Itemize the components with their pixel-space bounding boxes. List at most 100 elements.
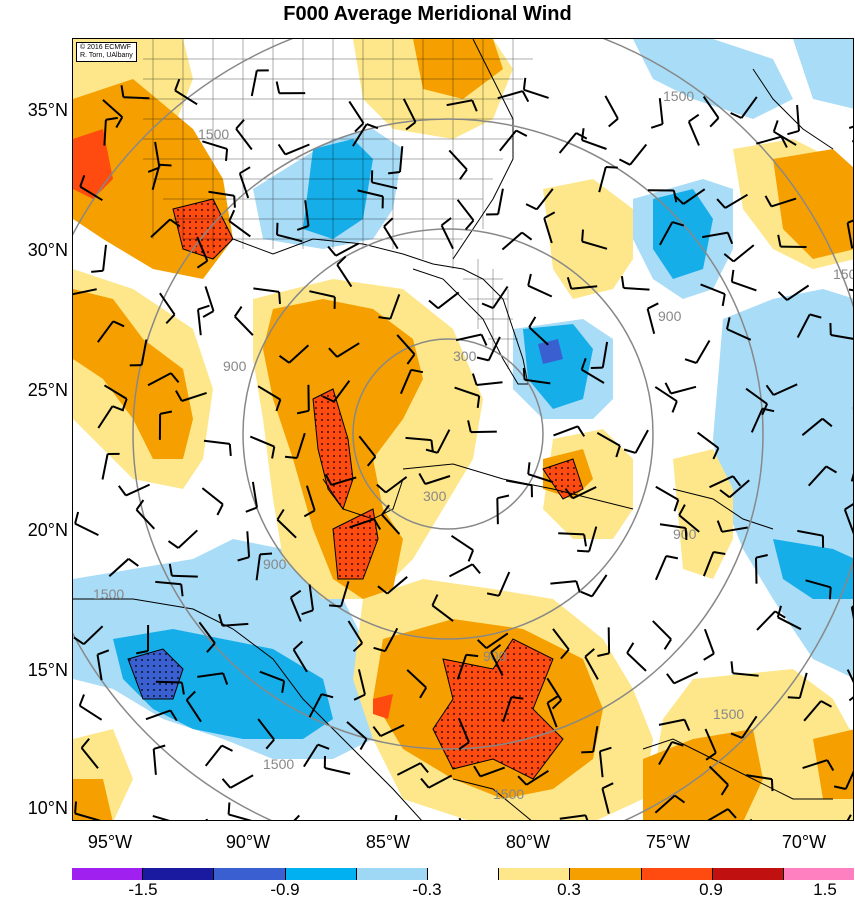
contour-label: 900 bbox=[673, 526, 697, 542]
wind-barb bbox=[288, 344, 310, 364]
wind-barb-flag bbox=[167, 540, 179, 549]
wind-barb-flag bbox=[730, 269, 735, 282]
wind-barb bbox=[340, 581, 350, 607]
wind-barb bbox=[670, 385, 697, 395]
wind-barb bbox=[798, 672, 808, 699]
wind-barb bbox=[796, 104, 800, 131]
wind-barb-flag bbox=[278, 291, 281, 304]
wind-barb bbox=[246, 531, 251, 558]
wind-barb-flag bbox=[684, 358, 697, 364]
wind-barb-flag bbox=[235, 119, 245, 130]
wind-barb bbox=[797, 529, 824, 537]
contour-label: 300 bbox=[423, 488, 447, 504]
wind-barb-flag bbox=[377, 585, 388, 595]
wind-barb bbox=[773, 383, 798, 396]
contour-label: 900 bbox=[483, 648, 507, 664]
wind-barb-flag bbox=[121, 398, 128, 411]
map-title: F000 Average Meridional Wind bbox=[283, 3, 572, 25]
wind-barb bbox=[102, 244, 107, 271]
wind-barb bbox=[140, 339, 148, 366]
wind-barb bbox=[592, 726, 599, 753]
contour-label: 1500 bbox=[493, 786, 524, 802]
contour-label: 300 bbox=[453, 348, 477, 364]
colorbar-label: 0.9 bbox=[699, 880, 723, 899]
wind-barb-flag bbox=[233, 306, 243, 318]
wind-barb bbox=[732, 244, 755, 263]
wind-barb bbox=[634, 429, 649, 454]
wind-barb-flag bbox=[577, 549, 590, 553]
wind-barb-flag bbox=[726, 317, 731, 330]
wind-barb-flag bbox=[584, 814, 589, 820]
wind-barb-flag bbox=[765, 384, 775, 396]
wind-barb bbox=[181, 391, 207, 402]
wind-barb-flag bbox=[378, 316, 391, 320]
wind-barb-flag bbox=[762, 407, 775, 413]
wind-barb-flag bbox=[169, 709, 178, 722]
credit-line: R. Torn, UAlbany bbox=[80, 52, 133, 59]
wind-barb-flag bbox=[684, 527, 688, 541]
wind-barb bbox=[79, 704, 103, 721]
lat-label: 25°N bbox=[27, 380, 68, 400]
range-rings bbox=[73, 39, 853, 820]
wind-barb-flag bbox=[560, 648, 570, 660]
colorbar-swatch bbox=[712, 868, 784, 880]
wind-barb-flag bbox=[828, 587, 832, 600]
wind-barb-flag bbox=[221, 778, 232, 789]
wind-barb bbox=[700, 283, 726, 295]
colorbar-swatch bbox=[72, 868, 144, 880]
wind-barb-flag bbox=[777, 234, 782, 247]
wind-barb bbox=[741, 715, 758, 739]
wind-barb bbox=[721, 526, 748, 533]
wind-barb bbox=[371, 181, 398, 190]
wind-barb bbox=[796, 313, 811, 338]
wind-barb-flag bbox=[259, 552, 273, 556]
wind-barb bbox=[428, 774, 453, 789]
wind-barb bbox=[399, 369, 413, 395]
wind-barb bbox=[97, 405, 114, 429]
wind-barb-flag bbox=[169, 218, 181, 228]
wind-barb-flag bbox=[336, 255, 347, 266]
wind-barb-flag bbox=[605, 166, 618, 169]
wind-barb-flag bbox=[683, 719, 691, 731]
contour-label: 900 bbox=[263, 556, 287, 572]
wind-barb-flag bbox=[105, 116, 118, 121]
wind-barb bbox=[479, 766, 506, 778]
wind-barb-flag bbox=[352, 642, 363, 653]
wind-barb bbox=[584, 656, 599, 680]
wind-barb-flag bbox=[373, 646, 386, 653]
wind-barb-flag bbox=[471, 99, 478, 112]
wind-barb bbox=[152, 748, 157, 775]
wind-barb bbox=[305, 485, 316, 511]
wind-barb bbox=[528, 326, 549, 346]
wind-barb bbox=[250, 70, 258, 97]
wind-barb bbox=[536, 188, 554, 211]
wind-barb-flag bbox=[564, 488, 574, 499]
wind-barb bbox=[152, 814, 170, 820]
wind-barb-flag bbox=[705, 752, 717, 761]
wind-barb-flag bbox=[329, 604, 342, 608]
wind-barb bbox=[487, 336, 501, 361]
wind-barb bbox=[197, 309, 202, 336]
wind-barb bbox=[527, 284, 553, 298]
wind-barb bbox=[553, 425, 579, 437]
wind-barb bbox=[682, 188, 706, 205]
wind-barb-flag bbox=[623, 448, 636, 454]
wind-barb bbox=[346, 721, 368, 740]
wind-barb-flag bbox=[317, 743, 330, 750]
contour-label: 1500 bbox=[833, 266, 854, 282]
wind-barb-flag bbox=[770, 779, 774, 792]
wind-barb-flag bbox=[159, 163, 172, 167]
wind-barb-flag bbox=[727, 808, 737, 819]
wind-barb-flag bbox=[720, 784, 729, 796]
wind-barb-flag bbox=[322, 395, 335, 403]
wind-barb bbox=[208, 190, 235, 197]
wind-barb bbox=[155, 580, 182, 586]
wind-barb-flag bbox=[809, 313, 822, 319]
colorbar-swatch bbox=[499, 868, 571, 880]
wind-barb bbox=[658, 741, 673, 765]
wind-barb-flag bbox=[674, 195, 685, 205]
wind-barb-flag bbox=[222, 672, 229, 685]
wind-barb bbox=[197, 672, 224, 678]
wind-barb-flag bbox=[271, 446, 276, 459]
wind-barb bbox=[801, 417, 824, 436]
